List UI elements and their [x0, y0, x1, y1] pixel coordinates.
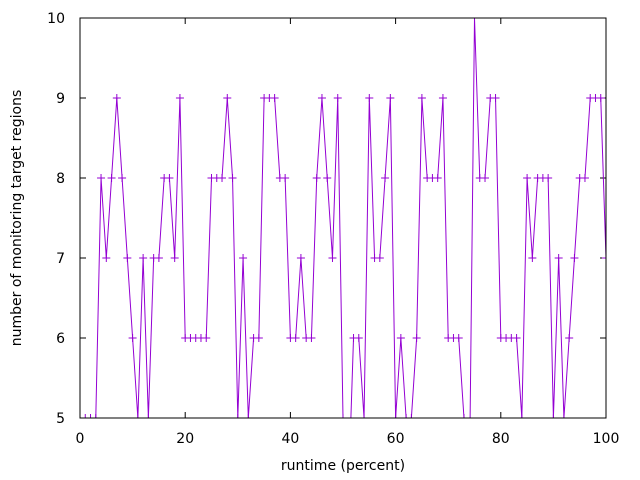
data-point: [360, 414, 369, 418]
y-axis-label: number of monitoring target regions: [9, 90, 25, 347]
data-point: [339, 414, 347, 418]
data-point: [97, 174, 106, 182]
x-tick-label: 60: [387, 431, 405, 447]
data-point: [281, 174, 290, 182]
data-point: [112, 94, 121, 102]
data-point: [133, 414, 142, 418]
data-point: [254, 334, 263, 342]
data-point: [381, 174, 390, 182]
data-point: [528, 254, 537, 262]
data-point: [565, 334, 574, 342]
data-point: [328, 254, 337, 262]
data-point: [296, 254, 305, 262]
data-point: [544, 174, 553, 182]
data-point: [549, 414, 558, 418]
data-point: [438, 94, 447, 102]
data-point: [144, 414, 153, 418]
data-point: [559, 414, 568, 418]
data-point: [570, 254, 579, 262]
data-point: [523, 174, 532, 182]
data-point: [386, 94, 395, 102]
data-point: [470, 18, 479, 22]
data-point: [123, 254, 132, 262]
data-point: [417, 94, 426, 102]
data-point: [412, 334, 421, 342]
data-point: [407, 414, 416, 418]
data-point: [396, 334, 405, 342]
data-point: [218, 174, 227, 182]
data-point: [333, 94, 342, 102]
x-tick-label: 0: [76, 431, 85, 447]
series-line: [80, 18, 606, 418]
data-point: [86, 414, 95, 418]
plot-frame: [79, 17, 607, 419]
y-tick-label: 10: [47, 11, 65, 27]
x-axis-label: runtime (percent): [281, 458, 405, 474]
data-point: [554, 254, 563, 262]
data-point: [170, 254, 179, 262]
data-point: [317, 94, 326, 102]
x-tick-label: 40: [281, 431, 299, 447]
data-point: [512, 334, 521, 342]
data-point: [365, 94, 374, 102]
y-tick-label: 7: [56, 251, 65, 267]
data-point: [291, 334, 300, 342]
axis-ticks: [79, 17, 607, 419]
data-point: [596, 94, 605, 102]
y-tick-label: 5: [56, 411, 65, 427]
data-point: [107, 174, 116, 182]
data-point: [580, 174, 589, 182]
x-tick-label: 100: [593, 431, 620, 447]
data-point: [433, 174, 442, 182]
data-point: [491, 94, 500, 102]
data-point: [102, 254, 111, 262]
x-tick-label: 20: [176, 431, 194, 447]
y-tick-label: 8: [56, 171, 65, 187]
data-point: [312, 174, 321, 182]
data-point: [139, 254, 148, 262]
data-point: [270, 94, 279, 102]
data-point: [128, 334, 137, 342]
series-layer: [80, 18, 606, 418]
data-point: [244, 414, 253, 418]
tick-labels: 0 20 40 60 80 100 5 6 7 8 9 10: [47, 11, 619, 447]
data-point: [454, 334, 463, 342]
data-point: [323, 174, 332, 182]
data-point: [239, 254, 248, 262]
data-point: [391, 414, 400, 418]
data-point: [602, 254, 606, 262]
data-point: [81, 414, 90, 418]
data-point: [154, 254, 163, 262]
y-tick-label: 6: [56, 331, 65, 347]
data-point: [202, 334, 211, 342]
data-point: [459, 414, 468, 418]
data-point: [233, 414, 242, 418]
data-point: [175, 94, 184, 102]
x-tick-label: 80: [492, 431, 510, 447]
data-point: [517, 414, 526, 418]
data-point: [118, 174, 127, 182]
data-point: [354, 334, 363, 342]
data-point: [165, 174, 174, 182]
data-point: [375, 254, 384, 262]
data-point: [223, 94, 232, 102]
data-point: [402, 414, 411, 418]
data-point: [307, 334, 316, 342]
data-point: [228, 174, 237, 182]
y-tick-label: 9: [56, 91, 65, 107]
data-point: [91, 414, 100, 418]
data-point: [481, 174, 490, 182]
